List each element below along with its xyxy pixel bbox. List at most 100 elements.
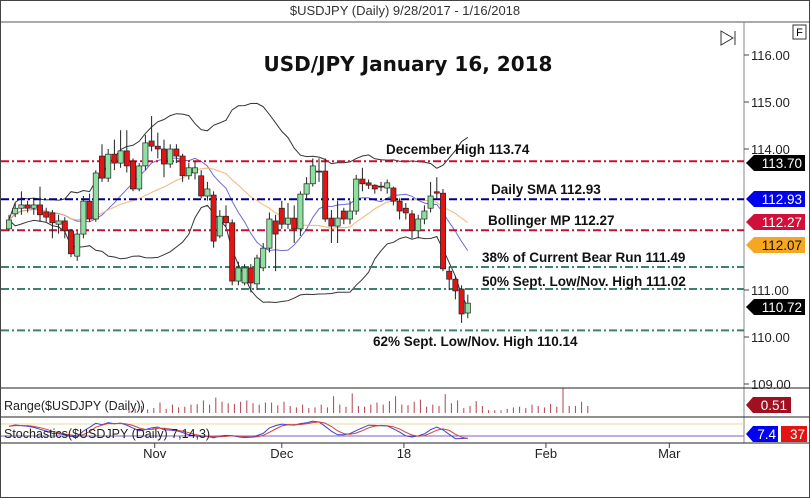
candle-body	[235, 267, 242, 282]
candle	[55, 214, 62, 234]
candle-body	[6, 219, 12, 230]
candle-body	[266, 218, 273, 249]
candle-body	[297, 193, 304, 230]
candle-body	[353, 178, 360, 212]
candle-body	[37, 204, 43, 216]
candle	[241, 264, 248, 286]
candle	[402, 203, 409, 220]
candle	[378, 181, 384, 192]
candle-body	[458, 288, 465, 315]
candle-body	[272, 220, 279, 235]
stoch-d-tag-shape	[781, 426, 807, 442]
candle-body	[68, 230, 74, 255]
level-label: 50% Sept. Low/Nov. High 111.02	[482, 274, 686, 289]
candle	[179, 153, 186, 182]
candle	[30, 198, 37, 215]
chart-header: $USDJPY (Daily) 9/28/2017 - 1/16/2018	[290, 3, 520, 18]
candle-body	[247, 267, 254, 284]
level-labels: December High 113.74 Daily SMA 112.93 Boll…	[373, 142, 686, 349]
candle	[371, 184, 378, 194]
candle-body	[415, 218, 422, 232]
price-tag: 112.07	[746, 237, 805, 253]
range-value-tag: 0.51	[746, 397, 791, 413]
price-tag-value: 113.70	[762, 156, 802, 171]
candle	[427, 181, 434, 213]
candle-body	[427, 195, 434, 209]
candle	[37, 186, 43, 222]
candle-body	[421, 210, 428, 220]
price-tag: 110.72	[746, 299, 805, 315]
candle-body	[198, 175, 205, 197]
candle-body	[24, 204, 31, 209]
candle-body	[86, 200, 93, 220]
candle-body	[278, 207, 285, 225]
candle-body	[440, 192, 446, 270]
candle	[74, 231, 81, 261]
candle-body	[365, 182, 372, 186]
candle	[365, 179, 372, 189]
candle-body	[229, 222, 236, 282]
candle-body	[154, 145, 161, 150]
candle	[235, 261, 242, 286]
chart-title: USD/JPY January 16, 2018	[264, 52, 553, 76]
candle	[254, 254, 260, 290]
candle-body	[371, 184, 378, 190]
y-tick-label: 115.00	[751, 95, 790, 110]
candle	[161, 139, 167, 178]
candle-body	[12, 207, 19, 215]
candle-body	[192, 167, 198, 174]
candle	[303, 177, 310, 199]
candle-body	[99, 155, 105, 179]
level-label: Bollinger MP 112.27	[488, 213, 615, 228]
candle	[409, 210, 415, 239]
candle-body	[161, 148, 167, 165]
candle	[433, 177, 440, 199]
candle	[266, 212, 273, 253]
candle	[49, 210, 56, 239]
candle	[334, 200, 341, 243]
candle-body	[18, 204, 25, 209]
candle-body	[216, 215, 223, 237]
candle-body	[92, 172, 99, 220]
candle	[278, 200, 285, 229]
candle	[123, 130, 130, 173]
price-tag-shape	[746, 299, 805, 315]
price-tag: 112.93	[746, 191, 805, 207]
stoch-k-line	[8, 420, 468, 440]
candle	[272, 214, 279, 272]
candle-body	[334, 217, 341, 227]
price-tag-value: 112.27	[762, 215, 802, 230]
candle-body	[309, 165, 316, 185]
candle-body	[185, 167, 192, 177]
price-tag-shape	[746, 191, 805, 207]
stoch-d-line	[8, 421, 468, 439]
f-button[interactable]: F	[792, 24, 807, 40]
candle	[452, 275, 459, 300]
level-label: 62% Sept. Low/Nov. High 110.14	[373, 334, 578, 349]
candle-body	[446, 270, 453, 280]
candle	[353, 174, 360, 215]
candle-body	[136, 165, 143, 190]
candle	[396, 198, 403, 220]
candle-body	[167, 148, 174, 165]
candle	[154, 132, 161, 159]
candle	[198, 170, 205, 199]
x-tick-label: Dec	[270, 446, 294, 461]
range-tag-value: 0.51	[761, 398, 787, 413]
range-tag-shape	[746, 397, 791, 413]
candle	[322, 158, 329, 222]
scroll-to-end-icon[interactable]	[720, 30, 736, 46]
f-button-label: F	[796, 27, 803, 39]
price-tag-value: 112.93	[762, 192, 802, 207]
indicator-tags: 0.51 7.4 37	[746, 397, 807, 442]
candle	[204, 181, 211, 201]
candle-body	[123, 150, 130, 167]
stochastics-panel	[1, 420, 744, 440]
candle	[18, 191, 25, 215]
candle	[347, 200, 353, 225]
candle-body	[316, 170, 322, 173]
candle-body	[74, 233, 81, 257]
candle-body	[223, 215, 229, 224]
